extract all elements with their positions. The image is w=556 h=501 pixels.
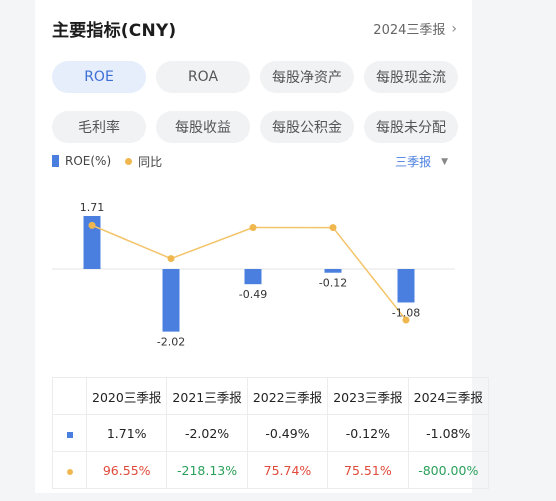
table-header-cell: 2021三季报 — [166, 377, 248, 415]
table-row-roe: 1.71% -2.02% -0.49% -0.12% -1.08% — [52, 414, 490, 452]
table-header-cell: 2022三季报 — [246, 377, 329, 415]
chevron-right-icon: › — [451, 20, 457, 37]
legend-bar-label: ROE(%) — [65, 154, 112, 168]
tab-nav-per-share[interactable]: 每股净资产 — [260, 61, 354, 93]
tab-roa[interactable]: ROA — [156, 61, 250, 93]
indicator-card: 主要指标(CNY) 2024三季报 › ROE ROA 每股净资产 每股现金流 … — [35, 0, 490, 493]
table-header-cell: 2023三季报 — [327, 377, 409, 415]
table-cell: -2.02% — [166, 414, 248, 452]
caret-down-icon: ▼ — [441, 156, 448, 167]
roe-bar — [162, 269, 180, 332]
legend-bar-swatch — [52, 155, 59, 167]
table-cell: 75.51% — [327, 451, 409, 489]
bar-value-label: -2.02 — [157, 336, 185, 349]
legend-line-swatch — [125, 157, 133, 165]
table-cell: -0.49% — [246, 414, 329, 452]
tab-cashflow-per-share[interactable]: 每股现金流 — [364, 61, 458, 93]
table-header-row: 2020三季报 2021三季报 2022三季报 2023三季报 2024三季报 — [52, 377, 490, 415]
table-cell: 1.71% — [85, 414, 168, 452]
yoy-point — [329, 224, 337, 232]
period-label: 2024三季报 — [373, 23, 446, 38]
row-marker — [52, 414, 87, 452]
bar-value-label: -0.12 — [319, 277, 347, 290]
tab-gross-margin[interactable]: 毛利率 — [52, 111, 146, 143]
roe-bar — [83, 215, 101, 269]
table-cell: -0.12% — [327, 414, 409, 452]
roe-bar — [244, 269, 262, 285]
bar-value-label: 1.71 — [80, 201, 105, 214]
table-cell: -1.08% — [407, 414, 490, 452]
roe-bar — [324, 269, 342, 273]
card-header: 主要指标(CNY) 2024三季报 › — [52, 16, 457, 42]
yoy-point — [402, 316, 410, 324]
yoy-point — [249, 224, 257, 232]
table-header-cell: 2024三季报 — [407, 377, 490, 415]
roe-bar — [397, 269, 415, 303]
chart-legend: ROE(%) 同比 — [52, 152, 162, 170]
indicator-table: 2020三季报 2021三季报 2022三季报 2023三季报 2024三季报 … — [52, 377, 490, 489]
yoy-point — [167, 255, 175, 263]
tab-eps[interactable]: 每股收益 — [156, 111, 250, 143]
table-row-yoy: 96.55% -218.13% 75.74% 75.51% -800.00% — [52, 451, 490, 489]
table-cell: -800.00% — [407, 451, 490, 489]
table-corner — [52, 377, 87, 415]
bar-value-label: -0.49 — [239, 288, 267, 301]
frequency-dropdown[interactable]: 三季报 ▼ — [395, 153, 448, 170]
roe-square-icon — [66, 431, 73, 438]
table-cell: -218.13% — [166, 451, 248, 489]
roe-chart: 1.71 -2.02 -0.49 -0.12 -1.08 — [52, 201, 455, 349]
bar-value-label: -1.08 — [392, 306, 420, 319]
table-cell: 96.55% — [85, 451, 168, 489]
period-selector[interactable]: 2024三季报 › — [373, 19, 457, 39]
tab-roe[interactable]: ROE — [52, 61, 146, 93]
frequency-label: 三季报 — [395, 155, 432, 169]
tab-undistributed-per-share[interactable]: 每股未分配 — [364, 111, 458, 143]
yoy-dot-icon — [66, 468, 73, 475]
legend-line-label: 同比 — [138, 154, 163, 169]
table-cell: 75.74% — [246, 451, 329, 489]
yoy-point — [88, 221, 96, 229]
row-marker — [52, 451, 87, 489]
card-title: 主要指标(CNY) — [52, 21, 177, 41]
table-header-cell: 2020三季报 — [85, 377, 168, 415]
tab-reserve-per-share[interactable]: 每股公积金 — [260, 111, 354, 143]
